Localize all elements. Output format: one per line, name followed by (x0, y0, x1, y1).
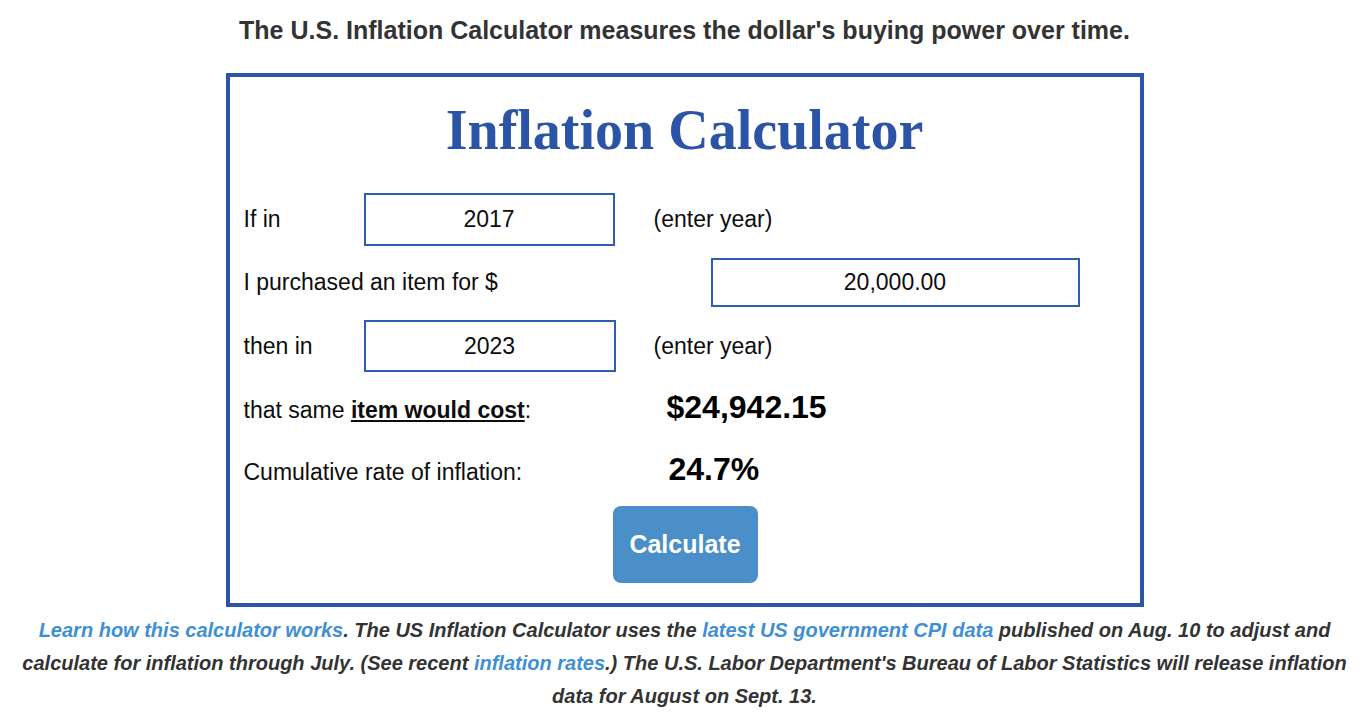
cost-result-label: that same item would cost: (244, 390, 532, 430)
end-year-input[interactable] (364, 320, 616, 372)
end-year-label: then in (244, 320, 313, 372)
page-heading: The U.S. Inflation Calculator measures t… (0, 14, 1369, 46)
inflation-rate-label: Cumulative rate of inflation: (244, 452, 523, 492)
calculator-title: Inflation Calculator (230, 97, 1140, 164)
learn-how-link[interactable]: Learn how this calculator works (39, 619, 344, 641)
footer-text-segment: . The US Inflation Calculator uses the (343, 619, 702, 641)
end-year-hint: (enter year) (654, 320, 773, 372)
inflation-calculator-page: The U.S. Inflation Calculator measures t… (0, 0, 1369, 723)
start-year-label: If in (244, 193, 281, 246)
cost-label-emphasis: item would cost (351, 397, 525, 423)
start-year-input[interactable] (364, 193, 615, 246)
amount-label: I purchased an item for $ (244, 258, 498, 307)
footer-text-segment: .) The U.S. Labor Department's Bureau of… (552, 652, 1347, 707)
inflation-rates-link[interactable]: inflation rates (474, 652, 605, 674)
footer-note: Learn how this calculator works. The US … (5, 614, 1365, 713)
amount-input[interactable] (711, 258, 1080, 307)
inflation-rate-value: 24.7% (669, 447, 760, 491)
cpi-data-link[interactable]: latest US government CPI data (702, 619, 993, 641)
cost-label-prefix: that same (244, 397, 351, 423)
cost-label-suffix: : (525, 397, 531, 423)
start-year-hint: (enter year) (654, 193, 773, 246)
calculator-panel: Inflation Calculator If in (enter year) … (226, 73, 1144, 607)
cost-result-value: $24,942.15 (667, 385, 827, 429)
calculate-button[interactable]: Calculate (613, 506, 758, 583)
